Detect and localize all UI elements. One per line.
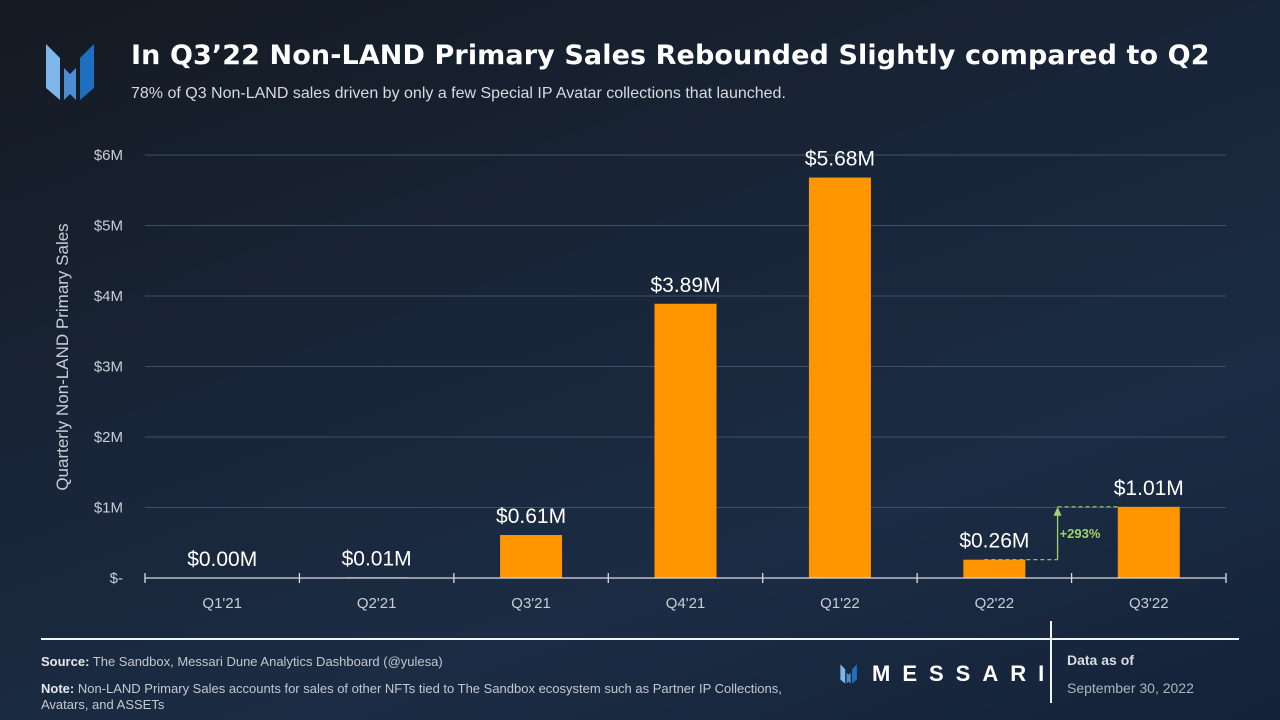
x-tick-label: Q3'21 — [511, 595, 551, 612]
x-tick-label: Q4'21 — [666, 595, 706, 612]
logo-left-bar — [46, 44, 60, 100]
bar — [963, 559, 1026, 578]
page-subtitle: 78% of Q3 Non-LAND sales driven by only … — [131, 85, 786, 102]
x-tick-label: Q1'22 — [820, 595, 860, 612]
source-text: The Sandbox, Messari Dune Analytics Dash… — [89, 654, 443, 669]
annotation-label: +293% — [1060, 526, 1101, 541]
source-note: Source: The Sandbox, Messari Dune Analyt… — [41, 654, 443, 669]
y-tick-label: $2M — [94, 429, 123, 446]
x-tick-label: Q3'22 — [1129, 595, 1169, 612]
bar — [500, 534, 563, 578]
note-text: Non-LAND Primary Sales accounts for sale… — [41, 681, 782, 712]
y-axis-ticks: $- $1M $2M $3M $4M $5M $6M — [94, 147, 123, 587]
footnote: Note: Non-LAND Primary Sales accounts fo… — [41, 681, 831, 713]
data-label: $5.68M — [805, 148, 875, 171]
data-label: $0.00M — [187, 548, 257, 571]
data-labels: $0.00M $0.01M $0.61M $3.89M $5.68M $0.26M $1.0… — [187, 148, 1184, 571]
y-tick-label: $6M — [94, 147, 123, 164]
x-axis: Q1'21 Q2'21 Q3'21 Q4'21 Q1'22 Q2'22 Q3'22 — [144, 573, 1227, 612]
x-tick-label: Q1'21 — [202, 595, 242, 612]
data-label: $1.01M — [1114, 477, 1184, 500]
data-as-of-label: Data as of — [1067, 652, 1134, 668]
page-title: In Q3’22 Non-LAND Primary Sales Rebounde… — [131, 40, 1210, 71]
messari-logo-icon — [46, 44, 94, 100]
bar-chart: Quarterly Non-LAND Primary Sales $- $1M $2… — [53, 147, 1227, 612]
footer-vertical-divider — [1050, 621, 1052, 703]
data-label: $0.26M — [959, 530, 1029, 553]
y-tick-label: $5M — [94, 218, 123, 235]
arrow-up-icon — [1053, 506, 1062, 516]
bar — [1117, 506, 1180, 578]
messari-brand: MESSARI — [838, 661, 1056, 687]
note-label: Note: — [41, 681, 75, 696]
logo-middle-bar — [64, 68, 76, 100]
x-tick-label: Q2'21 — [357, 595, 397, 612]
y-tick-label: $1M — [94, 500, 123, 517]
source-label: Source: — [41, 654, 90, 669]
footer-divider — [41, 638, 1239, 640]
data-label: $0.01M — [342, 547, 412, 570]
data-label: $0.61M — [496, 505, 566, 528]
y-tick-label: $4M — [94, 288, 123, 305]
messari-brand-logo-icon — [840, 664, 857, 684]
data-label: $3.89M — [650, 274, 720, 297]
bar — [808, 177, 871, 578]
growth-annotation: +293% — [984, 506, 1118, 561]
bars — [345, 177, 1180, 578]
y-tick-label: $- — [110, 570, 123, 587]
data-as-of-date: September 30, 2022 — [1067, 680, 1194, 696]
y-axis-label: Quarterly Non-LAND Primary Sales — [53, 223, 72, 490]
y-tick-label: $3M — [94, 359, 123, 376]
bar — [654, 303, 717, 578]
brand-wordmark: MESSARI — [872, 661, 1057, 686]
logo-right-bar — [80, 44, 94, 100]
x-tick-label: Q2'22 — [975, 595, 1015, 612]
